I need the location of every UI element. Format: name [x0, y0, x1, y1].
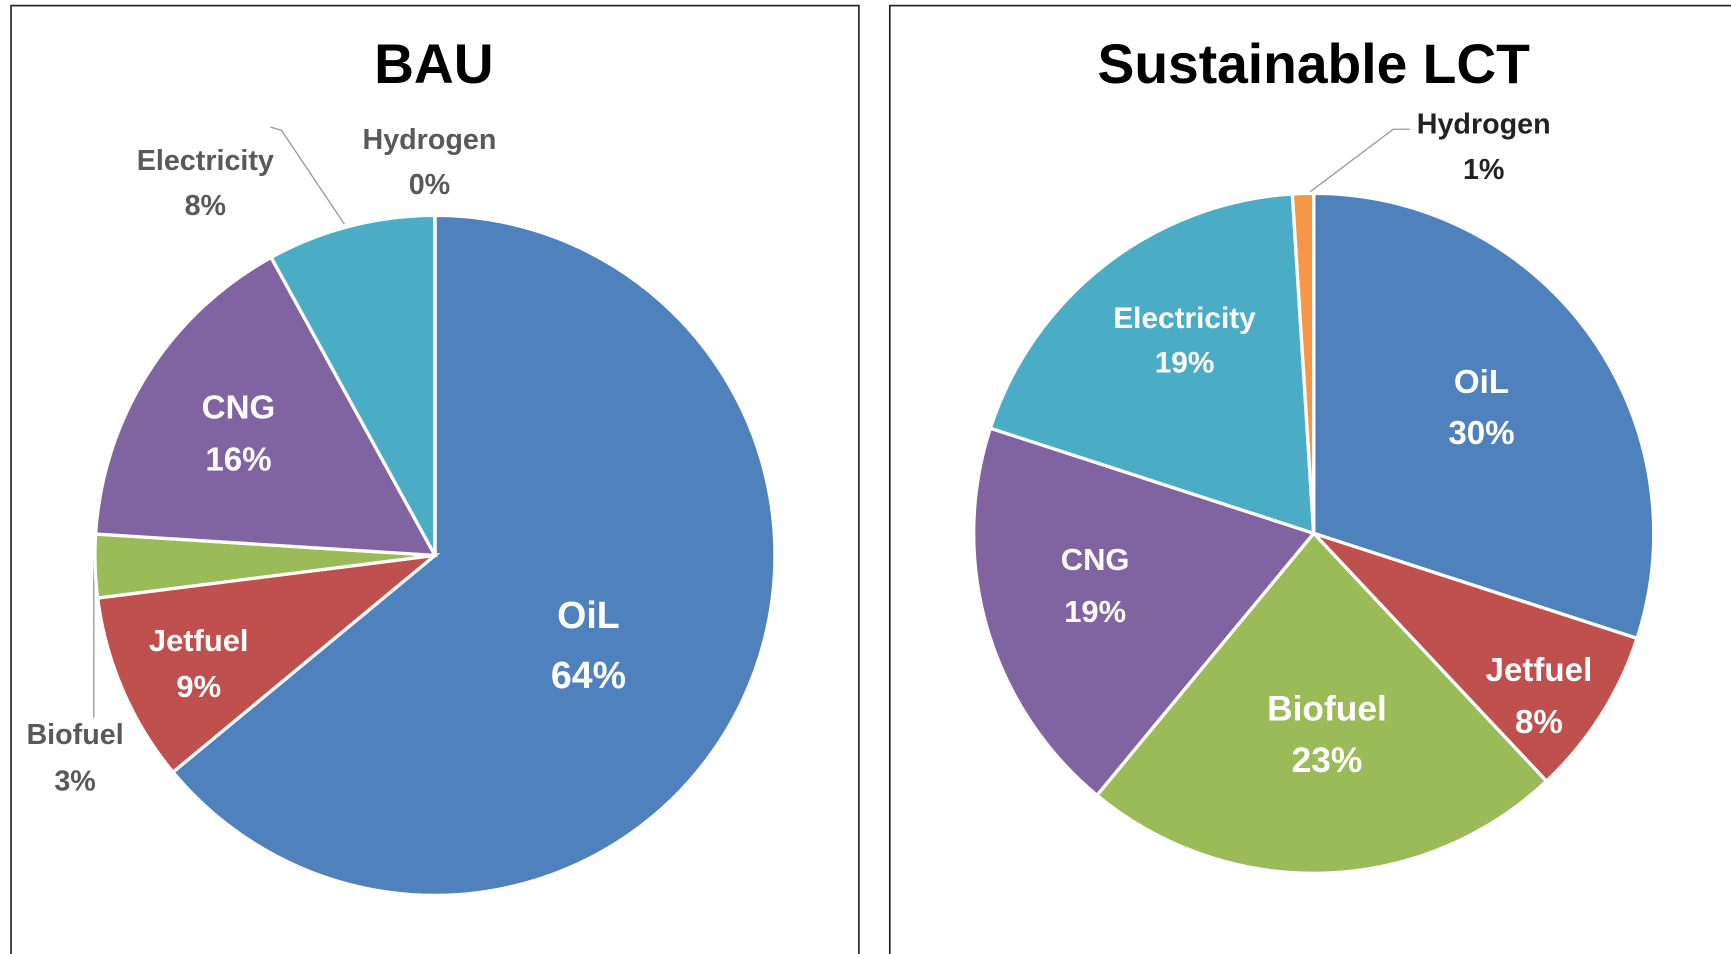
slice-name: Electricity [1113, 302, 1256, 335]
slice-name: Jetfuel [149, 623, 249, 658]
slice-name: Hydrogen [1417, 109, 1551, 141]
slice-value-label: 3% [54, 765, 95, 797]
slice-value-label: 8% [1515, 704, 1563, 741]
slice-name: CNG [1061, 542, 1130, 577]
pie-slice [268, 213, 437, 557]
slice-value-label: 19% [1155, 346, 1215, 379]
chart-title: Sustainable LCT [1098, 33, 1531, 95]
pie-slice [988, 192, 1316, 536]
slice-value-label: 8% [185, 190, 226, 222]
chart-title: BAU [374, 33, 494, 95]
slice-name: Biofuel [26, 719, 123, 751]
slice-name: Electricity [137, 145, 274, 177]
slice-name: OiL [557, 594, 620, 636]
slice-value-label: 9% [176, 669, 221, 704]
slice-name: OiL [1454, 364, 1509, 401]
slice-name: Hydrogen [362, 124, 496, 156]
slice-value-label: 1% [1463, 154, 1504, 186]
slice-name: CNG [202, 389, 276, 426]
pie-slice [1312, 531, 1640, 784]
pie-slice [93, 255, 438, 558]
slice-name: Jetfuel [1486, 652, 1593, 689]
slice-value-label: 30% [1448, 415, 1514, 452]
leader-line [270, 126, 345, 225]
slice-value-label: 16% [205, 441, 271, 478]
panel-border [10, 4, 860, 954]
pie-slice [1290, 191, 1316, 534]
pie-slice [1312, 191, 1656, 641]
slice-value-label: 19% [1064, 594, 1126, 629]
leader-line [1307, 128, 1410, 194]
pie-slice [972, 426, 1317, 798]
slice-value-label: 0% [409, 169, 450, 201]
pie-slice [95, 553, 441, 775]
panel-border [888, 4, 1731, 954]
pie-slice [1094, 530, 1549, 875]
slice-value-label: 64% [551, 654, 626, 696]
slice-value-label: 23% [1292, 741, 1363, 780]
pie-slice [170, 213, 777, 897]
slice-name: Biofuel [1267, 689, 1387, 728]
